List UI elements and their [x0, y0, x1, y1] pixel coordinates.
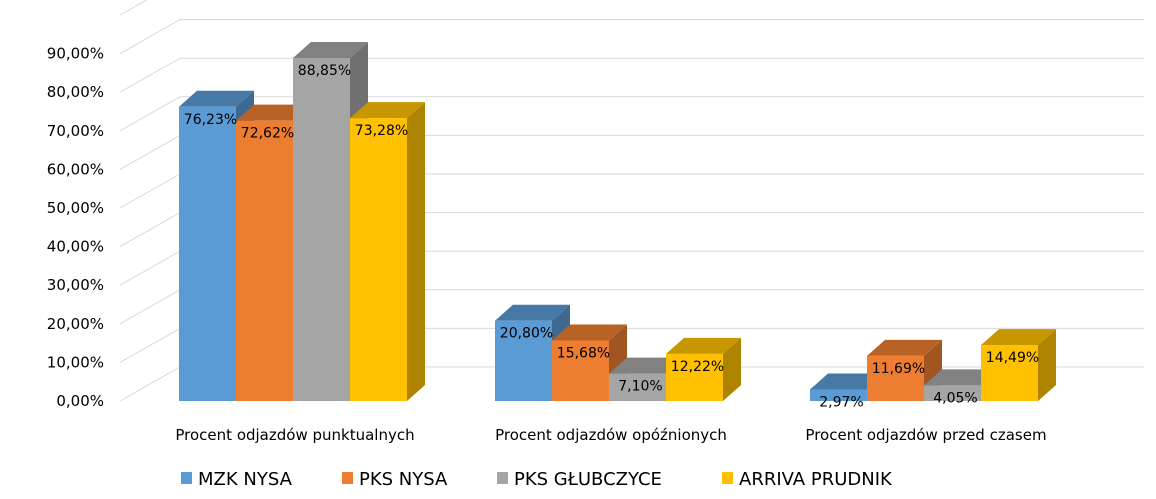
bar-front — [179, 106, 236, 401]
y-tick-label: 40,00% — [47, 238, 104, 256]
bar-top — [981, 329, 1056, 346]
data-label: 7,10% — [618, 379, 662, 395]
y-tick-label: 60,00% — [47, 160, 104, 178]
category-label: Procent odjazdów opóźnionych — [495, 426, 727, 444]
legend: MZK NYSA PKS NYSA PKS GŁUBCZYCE ARRIVA PRUD… — [181, 469, 893, 490]
legend-item: ARRIVA PRUDNIK — [722, 469, 893, 490]
bar-top — [666, 337, 741, 354]
legend-label: PKS NYSA — [359, 469, 448, 490]
legend-swatch — [722, 472, 733, 484]
bar-top — [609, 357, 684, 374]
data-label: 15,68% — [557, 345, 610, 361]
bar-front — [236, 120, 293, 401]
bar-top — [350, 102, 425, 119]
y-tick-label: 20,00% — [47, 315, 104, 333]
bar — [350, 102, 425, 402]
category-label: Procent odjazdów przed czasem — [805, 426, 1046, 444]
bar — [981, 329, 1056, 401]
legend-label: MZK NYSA — [198, 469, 293, 490]
bar — [666, 337, 741, 401]
bar-top — [179, 90, 254, 107]
data-label: 2,97% — [819, 395, 863, 411]
bar-front — [867, 355, 924, 401]
bar-front — [924, 385, 981, 401]
category-label: Procent odjazdów punktualnych — [175, 426, 414, 444]
data-labels: 76,23%72,62% 88,85% 73,28% 20,80%15,68% 7,10… — [184, 63, 1039, 410]
legend-label: ARRIVA PRUDNIK — [739, 469, 893, 490]
bar-top — [867, 339, 942, 356]
bar-top — [924, 369, 999, 386]
bar-front — [666, 353, 723, 401]
data-label: 12,22% — [671, 359, 724, 375]
legend-swatch — [497, 472, 508, 484]
gridline — [119, 19, 1144, 55]
legend-item: PKS GŁUBCZYCE — [497, 469, 662, 490]
y-axis-ticks: 0,00% 10,00% 20,00% 30,00% 40,00% 50,00% 60,00… — [47, 45, 104, 410]
bar-front — [495, 320, 552, 401]
bar-top — [810, 373, 885, 390]
bar-top — [236, 104, 311, 121]
data-label: 20,80% — [500, 326, 553, 342]
y-tick-label: 90,00% — [47, 45, 104, 63]
data-label: 72,62% — [241, 126, 294, 142]
y-tick-label: 0,00% — [56, 392, 104, 410]
bars — [179, 42, 1056, 402]
legend-swatch — [181, 472, 192, 484]
bar-front — [293, 58, 350, 401]
gridline — [119, 57, 1144, 93]
bar-top — [293, 42, 368, 59]
y-tick-label: 50,00% — [47, 199, 104, 217]
y-tick-label: 30,00% — [47, 276, 104, 294]
bar-front — [981, 345, 1038, 401]
data-label: 73,28% — [355, 123, 408, 139]
bar-top — [552, 324, 627, 341]
bar-side — [1038, 329, 1056, 401]
data-label: 88,85% — [298, 63, 351, 79]
y-tick-label: 10,00% — [47, 353, 104, 371]
data-label: 14,49% — [986, 350, 1039, 366]
bar-side — [407, 102, 425, 402]
bar-side — [723, 337, 741, 401]
bar-front — [609, 373, 666, 401]
legend-label: PKS GŁUBCZYCE — [514, 469, 662, 490]
category-labels: Procent odjazdów punktualnych Procent odj… — [175, 426, 1046, 444]
y-tick-label: 80,00% — [47, 83, 104, 101]
y-tick-label: 70,00% — [47, 122, 104, 140]
bar-front — [552, 340, 609, 401]
gridline — [119, 96, 1144, 132]
bar-front — [350, 118, 407, 402]
bar-front — [810, 389, 867, 401]
data-label: 4,05% — [933, 390, 977, 406]
legend-swatch — [342, 472, 353, 484]
gridline — [119, 0, 148, 16]
bar-top — [495, 304, 570, 321]
data-label: 11,69% — [872, 361, 925, 377]
legend-item: MZK NYSA — [181, 469, 293, 490]
legend-item: PKS NYSA — [342, 469, 448, 490]
data-label: 76,23% — [184, 112, 237, 128]
